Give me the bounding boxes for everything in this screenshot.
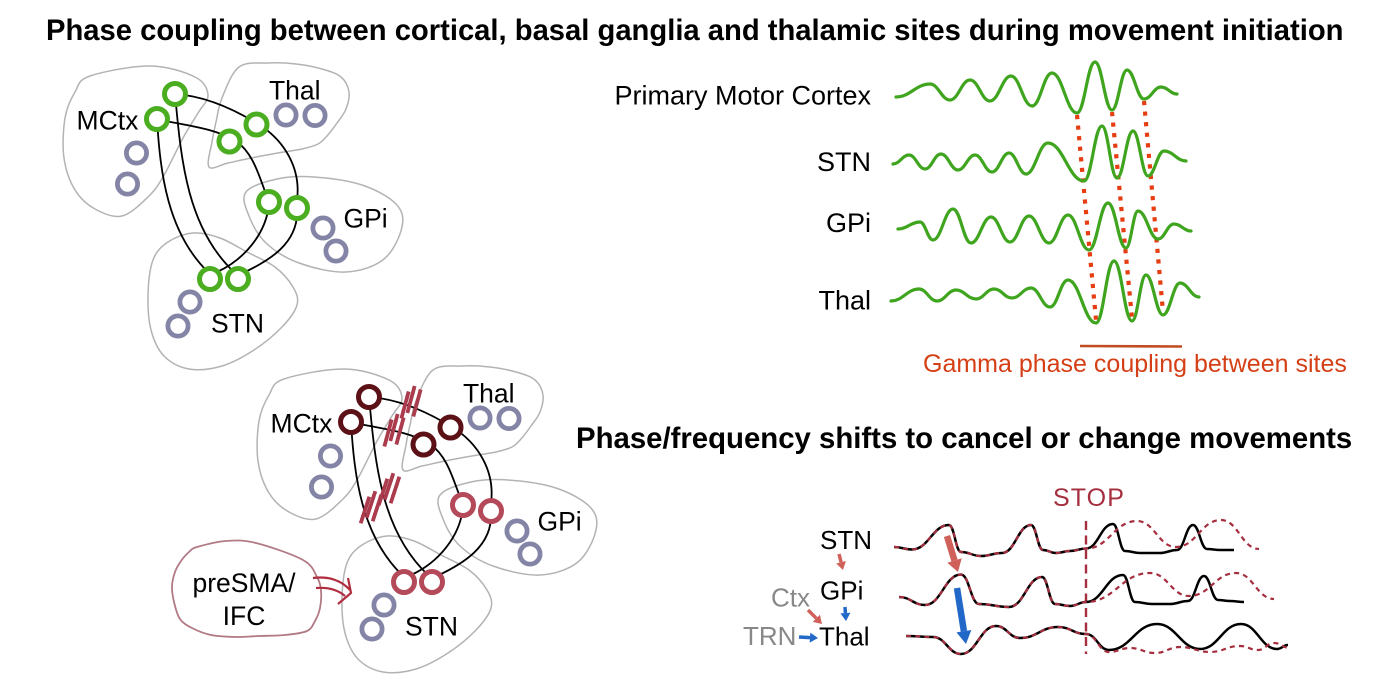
svg-text:MCtx: MCtx <box>77 106 139 136</box>
svg-text:Primary Motor Cortex: Primary Motor Cortex <box>614 81 871 111</box>
svg-text:Thal: Thal <box>269 76 321 106</box>
svg-text:Thal: Thal <box>819 622 870 652</box>
svg-text:GPi: GPi <box>820 576 863 606</box>
svg-text:TRN: TRN <box>743 621 796 651</box>
svg-text:GPi: GPi <box>538 507 582 537</box>
svg-text:Phase coupling between cortica: Phase coupling between cortical, basal g… <box>46 15 1344 47</box>
svg-text:STN: STN <box>817 147 871 177</box>
svg-text:Thal: Thal <box>818 286 871 316</box>
svg-text:Phase/frequency shifts to canc: Phase/frequency shifts to cancel or chan… <box>576 422 1352 455</box>
svg-text:Ctx: Ctx <box>771 583 810 613</box>
svg-text:Thal: Thal <box>463 379 515 409</box>
svg-text:STN: STN <box>820 525 872 555</box>
svg-text:STN: STN <box>405 612 458 642</box>
svg-text:GPi: GPi <box>344 204 388 234</box>
svg-text:STOP: STOP <box>1053 484 1125 512</box>
svg-text:IFC: IFC <box>223 601 266 631</box>
svg-text:Gamma phase coupling between s: Gamma phase coupling between sites <box>923 350 1347 378</box>
svg-text:preSMA/: preSMA/ <box>192 568 296 598</box>
svg-text:MCtx: MCtx <box>271 409 333 439</box>
svg-text:GPi: GPi <box>826 208 871 238</box>
svg-text:STN: STN <box>211 309 264 339</box>
